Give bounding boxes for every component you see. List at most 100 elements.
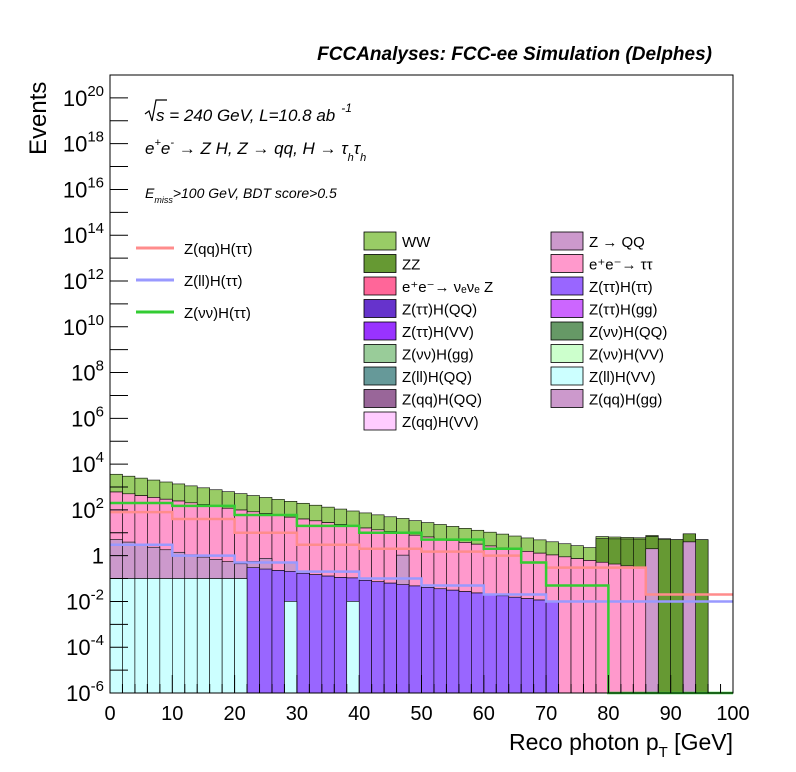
legend-entry-label: WW bbox=[402, 234, 431, 251]
histogram-bar bbox=[421, 587, 435, 694]
histogram-bar bbox=[682, 541, 696, 694]
legend-entry-label: Z(νν)H(QQ) bbox=[589, 324, 667, 341]
histogram-bar bbox=[458, 591, 472, 694]
y-tick-label: 1010 bbox=[63, 312, 104, 340]
legend-entry-label: ZZ bbox=[402, 257, 420, 274]
histogram-bar bbox=[109, 578, 123, 694]
histogram-bar bbox=[608, 563, 622, 694]
histogram-bar bbox=[446, 589, 460, 694]
legend-entry-label: Z(νν)H(gg) bbox=[402, 347, 474, 364]
histogram-bar bbox=[408, 585, 422, 694]
histogram-bar bbox=[184, 578, 198, 694]
histogram-bar bbox=[645, 548, 659, 694]
histogram-bar bbox=[383, 582, 397, 694]
legend-entry-label: Z(ll)H(ττ) bbox=[184, 273, 243, 290]
x-tick-label: 80 bbox=[597, 703, 619, 725]
y-tick-label: 10-4 bbox=[66, 632, 104, 660]
legend: Z(qq)H(ττ) Z(ll)H(ττ) Z(νν)H(ττ) WW ZZ e⁺e⁻→ … bbox=[136, 231, 667, 431]
histogram-bar bbox=[346, 601, 360, 694]
chart-title: FCCAnalyses: FCC-ee Simulation (Delphes) bbox=[317, 44, 712, 65]
y-tick-label: 1016 bbox=[63, 174, 104, 202]
legend-color-swatch bbox=[550, 321, 584, 341]
process-annotation: e+e- → Z H, Z → qq, H → τhτh bbox=[145, 137, 366, 164]
histogram-bar bbox=[196, 578, 210, 694]
histogram-bar bbox=[396, 584, 410, 694]
histogram-bar bbox=[209, 578, 223, 694]
histogram-bar bbox=[495, 595, 510, 694]
legend-color-swatch bbox=[363, 344, 397, 363]
signal-line-z-ll-h- bbox=[110, 543, 733, 603]
legend-entry-label: Z(qq)H(QQ) bbox=[402, 392, 482, 409]
histogram-bar bbox=[259, 568, 273, 694]
histogram-bar bbox=[520, 598, 534, 694]
legend-color-swatch bbox=[363, 276, 397, 296]
histogram-bar bbox=[246, 567, 260, 694]
x-tick-label: 20 bbox=[223, 703, 245, 725]
svg-text:s = 240 GeV, L=10.8 ab-1: s = 240 GeV, L=10.8 ab -1 bbox=[156, 101, 352, 125]
histogram-bar bbox=[296, 572, 310, 694]
legend-entry-label: Z(qq)H(ττ) bbox=[184, 241, 253, 258]
y-tick-label: 108 bbox=[71, 358, 104, 386]
legend-color-swatch bbox=[363, 231, 397, 251]
legend-entry-label: Z → QQ bbox=[589, 234, 645, 251]
x-tick-label: 10 bbox=[161, 703, 183, 725]
histogram-bar bbox=[657, 539, 671, 694]
x-tick-label: 30 bbox=[286, 703, 308, 725]
histogram-bar bbox=[159, 578, 173, 694]
y-tick-label: 1014 bbox=[63, 220, 104, 248]
histogram-bar bbox=[570, 558, 584, 694]
histogram-bar bbox=[172, 578, 186, 694]
histogram-bar bbox=[620, 565, 634, 694]
axis-ticks: 0 10 20 30 40 50 60 70 80 90 100102010181016101410… bbox=[63, 74, 750, 725]
legend-color-swatch bbox=[363, 254, 397, 273]
legend-entry-label: Z(ττ)H(VV) bbox=[402, 324, 474, 341]
histogram-bar bbox=[695, 539, 709, 694]
histogram-bar bbox=[471, 592, 485, 694]
legend-color-swatch bbox=[550, 299, 584, 318]
y-tick-label: 1 bbox=[92, 544, 104, 569]
legend-color-swatch bbox=[550, 344, 584, 363]
legend-color-swatch bbox=[363, 366, 397, 386]
legend-color-swatch bbox=[363, 321, 397, 341]
histogram-bar bbox=[533, 599, 547, 694]
signal-line-z-h- bbox=[110, 501, 733, 695]
histogram-bar bbox=[122, 578, 136, 694]
y-tick-label: 1018 bbox=[63, 129, 104, 157]
histogram-bar bbox=[670, 539, 684, 694]
legend-entry-label: Z(ττ)H(gg) bbox=[589, 302, 658, 319]
x-tick-label: 90 bbox=[660, 703, 682, 725]
legend-entry-label: Z(qq)H(gg) bbox=[589, 392, 662, 409]
histogram-bar bbox=[271, 570, 285, 694]
y-axis-label: Events bbox=[25, 82, 52, 155]
histogram-bar bbox=[221, 578, 235, 694]
signal-lines bbox=[110, 501, 733, 695]
y-tick-label: 106 bbox=[71, 403, 104, 431]
signal-line-z-qq-h- bbox=[110, 510, 733, 596]
x-tick-label: 0 bbox=[104, 703, 115, 725]
legend-color-swatch bbox=[550, 276, 584, 296]
y-tick-label: 1012 bbox=[63, 266, 104, 294]
legend-entry-label: Z(qq)H(VV) bbox=[402, 414, 479, 431]
legend-color-swatch bbox=[363, 299, 397, 318]
x-tick-label: 40 bbox=[348, 703, 370, 725]
legend-entry-label: e⁺e⁻→ νₑνₑ Z bbox=[402, 279, 493, 296]
histogram-bar bbox=[358, 580, 372, 694]
histogram-bar bbox=[633, 567, 647, 694]
legend-entry-label: Z(νν)H(ττ) bbox=[184, 305, 251, 322]
histogram-bar bbox=[309, 574, 323, 694]
legend-entry-label: Z(ττ)H(ττ) bbox=[589, 279, 653, 296]
x-tick-label: 60 bbox=[473, 703, 495, 725]
y-tick-label: 104 bbox=[71, 449, 104, 477]
histogram-bar bbox=[134, 578, 148, 694]
histogram-bar bbox=[321, 575, 335, 694]
histogram-bar bbox=[284, 601, 298, 694]
x-tick-label: 50 bbox=[410, 703, 432, 725]
x-tick-label: 70 bbox=[535, 703, 557, 725]
y-tick-label: 102 bbox=[71, 495, 104, 523]
legend-color-swatch bbox=[550, 389, 584, 408]
histogram-bar bbox=[433, 588, 447, 694]
legend-entry-label: Z(νν)H(VV) bbox=[589, 347, 664, 364]
x-axis-label: Reco photon pT [GeV] bbox=[509, 729, 733, 761]
legend-color-swatch bbox=[550, 254, 584, 273]
